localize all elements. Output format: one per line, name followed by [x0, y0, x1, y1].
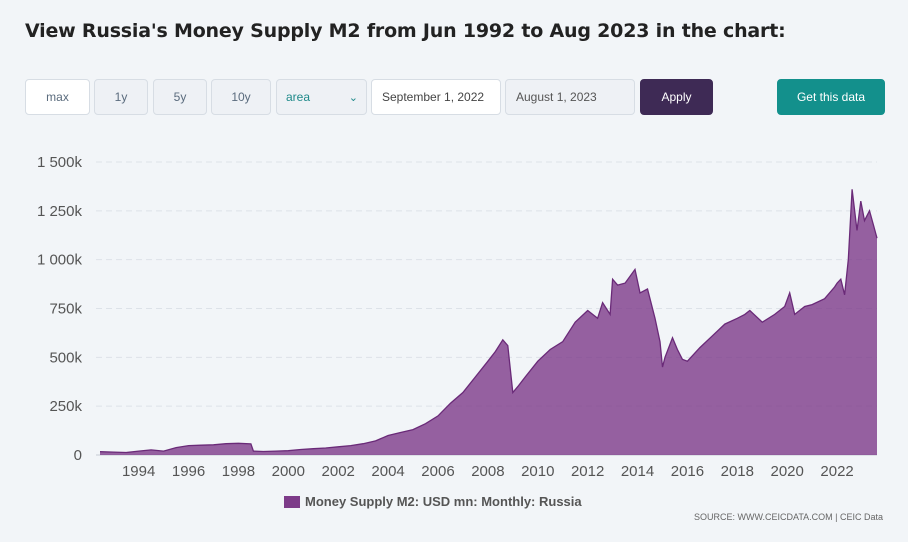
x-tick-label: 1996 — [172, 463, 205, 480]
x-tick-label: 1998 — [222, 463, 255, 480]
x-tick-label: 2020 — [771, 463, 804, 480]
x-tick-label: 2002 — [322, 463, 355, 480]
y-tick-label: 500k — [49, 349, 82, 366]
range-button-5y[interactable]: 5y — [153, 79, 207, 115]
x-tick-label: 2012 — [571, 463, 604, 480]
chevron-down-icon: ⌄ — [348, 91, 358, 104]
chart-type-value: area — [286, 90, 311, 104]
x-tick-label: 2004 — [371, 463, 404, 480]
x-tick-label: 2010 — [521, 463, 554, 480]
series-line — [99, 189, 878, 454]
x-tick-label: 2016 — [671, 463, 704, 480]
legend-swatch — [284, 495, 300, 508]
y-tick-label: 250k — [49, 398, 82, 415]
end-date-input[interactable]: August 1, 2023 — [505, 79, 635, 115]
page-title: View Russia's Money Supply M2 from Jun 1… — [25, 20, 786, 42]
x-tick-label: 2006 — [421, 463, 454, 480]
range-button-10y[interactable]: 10y — [211, 79, 271, 115]
y-tick-label: 1 250k — [37, 203, 83, 220]
y-tick-label: 0 — [74, 447, 82, 464]
x-tick-label: 2014 — [621, 463, 654, 480]
source-credit: SOURCE: WWW.CEICDATA.COM | CEIC Data — [693, 512, 883, 522]
x-tick-label: 2018 — [721, 463, 754, 480]
chart-type-select[interactable]: area ⌄ — [276, 79, 367, 115]
start-date-input[interactable]: September 1, 2022 — [371, 79, 501, 115]
apply-button[interactable]: Apply — [640, 79, 713, 115]
money-supply-chart: 0 250k 500k 750k 1 000k 1 250k 1 500k 1994 1996 1… — [37, 154, 878, 480]
x-tick-label: 2022 — [820, 463, 853, 480]
x-tick-label: 1994 — [122, 463, 155, 480]
legend-label: Money Supply M2: USD mn: Monthly: Russia — [305, 494, 582, 509]
x-tick-label: 2000 — [272, 463, 305, 480]
y-tick-label: 1 000k — [37, 252, 83, 269]
x-tick-label: 2008 — [471, 463, 504, 480]
area-fill — [100, 189, 877, 456]
get-data-button[interactable]: Get this data — [777, 79, 885, 115]
y-tick-label: 750k — [49, 301, 82, 318]
range-button-1y[interactable]: 1y — [94, 79, 148, 115]
range-button-max[interactable]: max — [25, 79, 90, 115]
y-tick-label: 1 500k — [37, 154, 83, 171]
chart-legend[interactable]: Money Supply M2: USD mn: Monthly: Russia — [284, 494, 582, 509]
